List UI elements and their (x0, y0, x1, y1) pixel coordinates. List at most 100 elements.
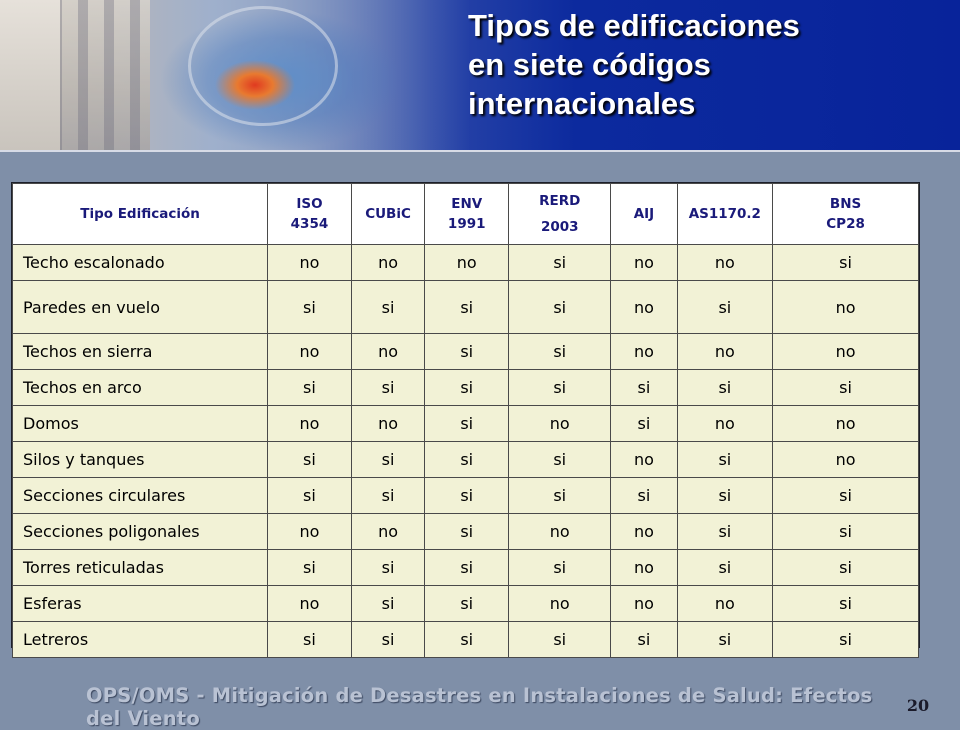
code-applicability-cell: no (350, 333, 426, 370)
code-applicability-cell: no (267, 405, 352, 442)
code-applicability-cell: no (610, 244, 678, 281)
code-applicability-cell: no (610, 333, 678, 370)
code-applicability-cell: si (610, 369, 678, 406)
building-type-cell: Esferas (11, 585, 269, 622)
code-applicability-cell: si (267, 441, 352, 478)
code-applicability-cell: no (267, 585, 352, 622)
code-applicability-cell: si (350, 621, 426, 658)
building-type-cell: Domos (11, 405, 269, 442)
code-applicability-cell: no (676, 585, 774, 622)
header-env-1991: ENV 1991 (424, 183, 510, 245)
code-applicability-cell: si (424, 369, 510, 406)
code-applicability-cell: no (350, 513, 426, 550)
code-applicability-cell: no (508, 405, 612, 442)
header-cubic: CUBiC (350, 183, 426, 245)
slide-header: Tipos de edificaciones en siete códigos … (0, 0, 960, 150)
header-bns-cp28: BNS CP28 (772, 183, 919, 245)
code-applicability-cell: no (676, 333, 774, 370)
code-applicability-cell: si (424, 621, 510, 658)
paho-emblem-icon (188, 6, 338, 126)
slide-title-line-3: internacionales (468, 86, 696, 121)
code-applicability-cell: si (772, 585, 919, 622)
code-applicability-cell: si (424, 405, 510, 442)
code-applicability-cell: si (610, 621, 678, 658)
header-as1170: AS1170.2 (676, 183, 774, 245)
code-applicability-cell: si (267, 549, 352, 586)
code-applicability-cell: no (267, 333, 352, 370)
building-type-cell: Paredes en vuelo (11, 280, 269, 334)
footer-caption: OPS/OMS - Mitigación de Desastres en Ins… (86, 684, 873, 730)
code-applicability-cell: si (508, 621, 612, 658)
people-photo (0, 0, 60, 150)
code-applicability-cell: si (772, 477, 919, 514)
code-applicability-cell: no (772, 405, 919, 442)
code-applicability-cell: no (610, 585, 678, 622)
slide-title: Tipos de edificaciones en siete códigos … (468, 6, 928, 123)
code-applicability-cell: si (676, 513, 774, 550)
code-applicability-cell: no (610, 441, 678, 478)
building-type-cell: Secciones poligonales (11, 513, 269, 550)
table-row: Techos en arco si si si si si si si (11, 369, 919, 406)
code-applicability-cell: si (350, 585, 426, 622)
slide-title-line-1: Tipos de edificaciones (468, 8, 800, 43)
code-applicability-cell: si (772, 621, 919, 658)
table-row: Esferas no si si no no no si (11, 585, 919, 622)
building-type-cell: Techos en arco (11, 369, 269, 406)
code-applicability-cell: si (610, 405, 678, 442)
code-applicability-cell: no (508, 513, 612, 550)
header-divider (0, 150, 960, 152)
code-applicability-cell: no (772, 333, 919, 370)
table-row: Paredes en vuelo si si si si no si no (11, 280, 919, 334)
code-applicability-cell: si (424, 513, 510, 550)
building-type-cell: Silos y tanques (11, 441, 269, 478)
code-applicability-cell: si (267, 369, 352, 406)
table-header-row: Tipo Edificación ISO 4354 CUBiC ENV 1991… (11, 183, 919, 245)
code-applicability-cell: no (267, 244, 352, 281)
table-row: Letreros si si si si si si si (11, 621, 919, 658)
header-photo-collage (0, 0, 470, 150)
table-row: Silos y tanques si si si si no si no (11, 441, 919, 478)
code-applicability-cell: si (676, 621, 774, 658)
table-row: Secciones circulares si si si si si si si (11, 477, 919, 514)
header-aij: AIJ (610, 183, 678, 245)
page-number: 20 (906, 696, 930, 715)
table-row: Techos en sierra no no si si no no no (11, 333, 919, 370)
code-applicability-cell: no (676, 244, 774, 281)
code-applicability-cell: si (424, 477, 510, 514)
header-iso-4354: ISO 4354 (267, 183, 352, 245)
code-applicability-cell: no (610, 280, 678, 334)
code-applicability-cell: si (267, 621, 352, 658)
code-applicability-cell: si (267, 280, 352, 334)
header-rerd-2003: RERD 2003 (508, 183, 612, 245)
header-building-type: Tipo Edificación (11, 183, 269, 245)
code-applicability-cell: si (424, 280, 510, 334)
code-applicability-cell: si (508, 280, 612, 334)
code-applicability-cell: no (267, 513, 352, 550)
code-applicability-cell: si (772, 369, 919, 406)
code-applicability-cell: no (772, 441, 919, 478)
code-applicability-cell: si (508, 369, 612, 406)
code-applicability-cell: si (676, 280, 774, 334)
code-applicability-cell: si (508, 549, 612, 586)
code-applicability-cell: si (350, 280, 426, 334)
code-applicability-cell: no (424, 244, 510, 281)
building-type-cell: Techo escalonado (11, 244, 269, 281)
table-row: Techo escalonado no no no si no no si (11, 244, 919, 281)
code-applicability-cell: si (676, 549, 774, 586)
code-applicability-cell: no (610, 549, 678, 586)
code-applicability-cell: no (350, 405, 426, 442)
table-row: Secciones poligonales no no si no no si si (11, 513, 919, 550)
code-applicability-cell: no (610, 513, 678, 550)
code-applicability-cell: si (676, 477, 774, 514)
code-applicability-cell: si (424, 441, 510, 478)
code-applicability-cell: si (350, 549, 426, 586)
code-applicability-cell: si (424, 333, 510, 370)
code-applicability-cell: si (508, 477, 612, 514)
building-type-cell: Torres reticuladas (11, 549, 269, 586)
code-applicability-cell: si (772, 244, 919, 281)
code-applicability-cell: si (676, 369, 774, 406)
table-row: Torres reticuladas si si si si no si si (11, 549, 919, 586)
code-applicability-cell: si (424, 585, 510, 622)
code-applicability-cell: si (610, 477, 678, 514)
building-type-cell: Techos en sierra (11, 333, 269, 370)
